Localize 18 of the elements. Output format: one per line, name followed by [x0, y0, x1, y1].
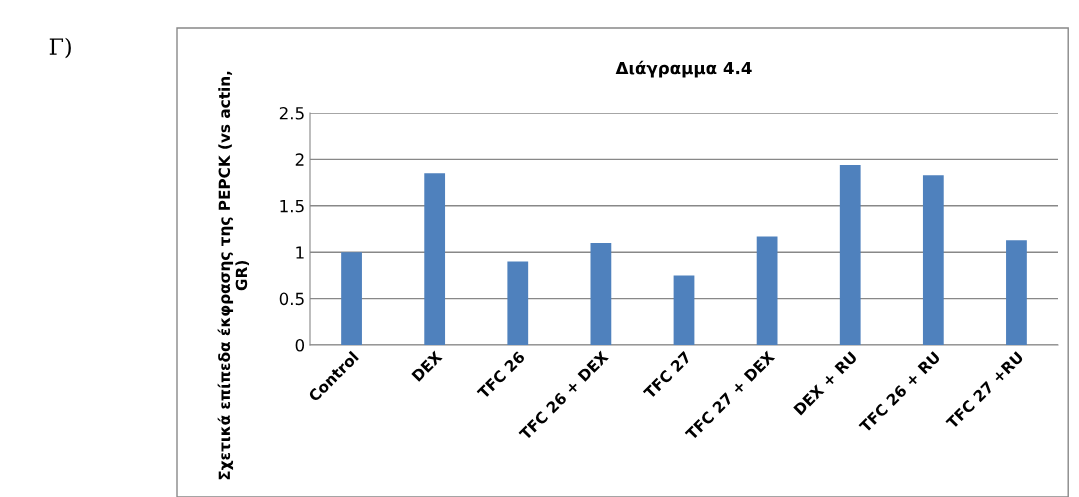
bar	[673, 275, 695, 345]
bar	[756, 236, 778, 345]
bar	[341, 252, 362, 345]
y-tick-label: 1.5	[280, 199, 304, 213]
y-tick-label: 2	[295, 153, 304, 166]
text: Γ)	[49, 37, 71, 59]
y-tick-label: 0	[295, 338, 305, 352]
y-axis-title: Σχετικά επίπεδα έκφρασης της PEPCK (vs actin, GR)	[217, 71, 249, 480]
y-tick-label: 2.5	[279, 106, 304, 120]
bar	[424, 173, 446, 345]
bar	[922, 175, 944, 345]
y-tick-label: 1	[296, 246, 304, 259]
chart-title: Διάγραμμα 4.4	[615, 60, 752, 78]
bar	[1006, 240, 1027, 345]
bar	[590, 242, 612, 345]
bar	[839, 164, 861, 345]
y-tick-label: 0.5	[279, 292, 304, 306]
bar	[507, 261, 529, 345]
